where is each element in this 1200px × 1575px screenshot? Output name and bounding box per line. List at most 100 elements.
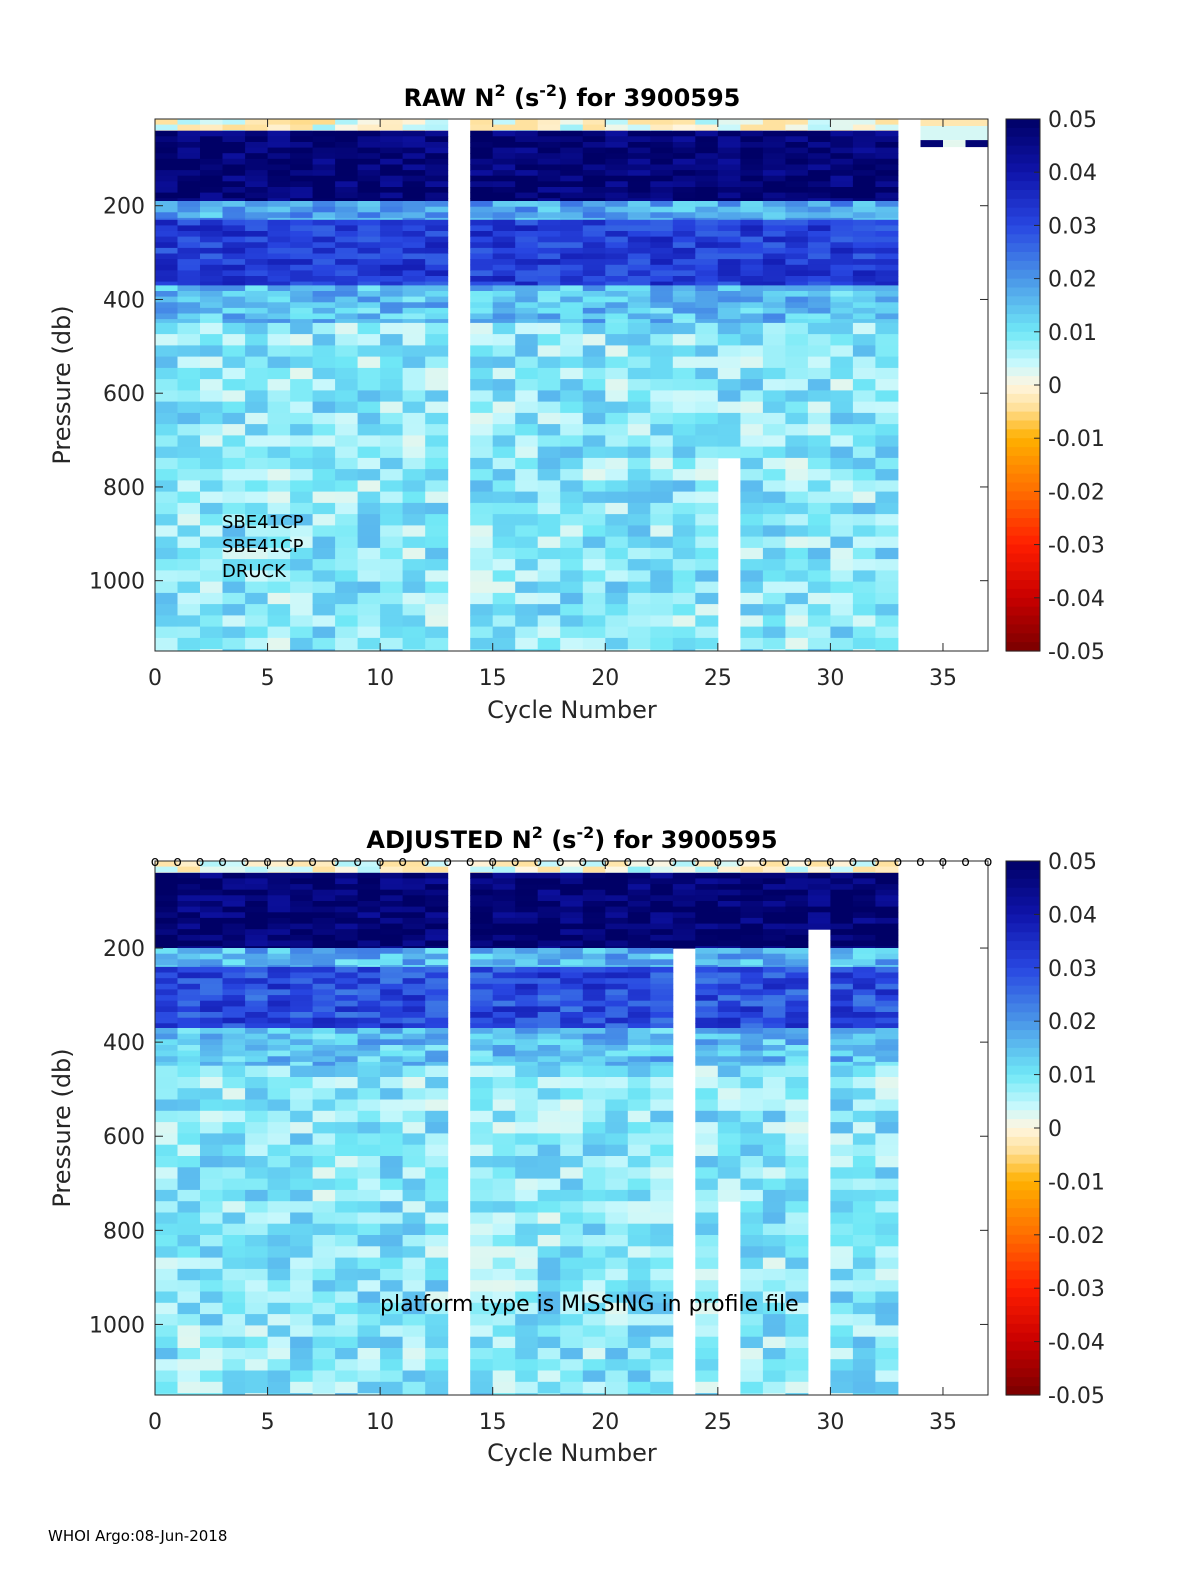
heatmap-cell	[605, 119, 629, 126]
heatmap-cell	[155, 225, 178, 232]
heatmap-cell	[560, 236, 584, 243]
heatmap-cell	[830, 435, 854, 448]
heatmap-cell	[312, 901, 336, 908]
heatmap-cell	[222, 559, 246, 571]
heatmap-cell	[312, 1000, 336, 1007]
heatmap-cell	[335, 1033, 359, 1040]
heatmap-cell	[380, 201, 404, 208]
heatmap-cell	[852, 972, 876, 979]
heatmap-cell	[740, 1348, 764, 1360]
heatmap-cell	[605, 1325, 629, 1338]
heatmap-cell	[245, 1088, 269, 1100]
heatmap-cell	[177, 953, 201, 960]
heatmap-cell	[785, 1359, 809, 1371]
heatmap-cell	[537, 424, 561, 436]
heatmap-cell	[267, 1065, 291, 1078]
heatmap-cell	[177, 491, 201, 504]
heatmap-cell	[357, 1325, 381, 1338]
heatmap-cell	[492, 866, 516, 873]
heatmap-cell	[200, 1257, 223, 1270]
colorbar-tick-label: -0.04	[1048, 587, 1105, 612]
heatmap-cell	[537, 401, 561, 414]
heatmap-cell	[492, 1223, 516, 1236]
heatmap-cell	[695, 989, 719, 996]
heatmap-cell	[290, 1336, 314, 1349]
heatmap-cell	[695, 884, 719, 891]
heatmap-cell	[155, 136, 178, 143]
heatmap-cell	[267, 1077, 291, 1089]
heatmap-cell	[672, 136, 696, 143]
heatmap-cell	[605, 946, 629, 949]
heatmap-cell	[627, 469, 651, 481]
heatmap-cell	[785, 1167, 809, 1180]
heatmap-cell	[200, 291, 223, 298]
heatmap-cell	[425, 247, 449, 254]
heatmap-cell	[605, 390, 629, 403]
colorbar-segment	[1006, 1332, 1040, 1343]
heatmap-cell	[830, 983, 854, 990]
heatmap-cell	[965, 119, 988, 126]
heatmap-cell	[335, 457, 359, 470]
heatmap-cell	[492, 1336, 516, 1349]
heatmap-cell	[312, 615, 336, 628]
heatmap-cell	[560, 1144, 584, 1157]
heatmap-cell	[425, 1178, 449, 1191]
heatmap-cell	[380, 313, 404, 320]
heatmap-cell	[515, 1056, 539, 1063]
heatmap-cell	[402, 1023, 426, 1029]
heatmap-cell	[402, 1050, 426, 1057]
colorbar-segment	[1006, 994, 1040, 1004]
heatmap-cell	[425, 906, 449, 913]
heatmap-cell	[245, 1099, 269, 1112]
heatmap-cell	[312, 424, 336, 436]
heatmap-cell	[785, 615, 809, 628]
heatmap-cell	[875, 175, 899, 182]
heatmap-cell	[200, 1099, 223, 1112]
heatmap-cell	[717, 934, 741, 941]
heatmap-cell	[312, 412, 336, 425]
heatmap-cell	[267, 231, 291, 238]
heatmap-cell	[605, 1257, 629, 1270]
heatmap-cell	[200, 923, 223, 930]
heatmap-cell	[222, 319, 246, 324]
heatmap-cell	[537, 901, 561, 908]
heatmap-cell	[290, 225, 314, 232]
heatmap-cell	[245, 334, 269, 346]
heatmap-cell	[582, 559, 606, 571]
heatmap-cell	[852, 424, 876, 436]
heatmap-cell	[155, 1045, 178, 1052]
y-tick-label: 200	[103, 937, 145, 962]
heatmap-cell	[335, 130, 359, 137]
heatmap-cell	[695, 525, 719, 538]
heatmap-cell	[335, 345, 359, 358]
heatmap-cell	[785, 1012, 809, 1019]
heatmap-cell	[852, 889, 876, 896]
heatmap-cell	[492, 1012, 516, 1019]
heatmap-cell	[672, 878, 696, 885]
heatmap-cell	[402, 1099, 426, 1112]
heatmap-cell	[290, 1325, 314, 1338]
heatmap-cell	[245, 866, 269, 873]
heatmap-cell	[380, 480, 404, 493]
heatmap-cell	[380, 276, 404, 283]
colorbar-segment	[1006, 571, 1040, 581]
heatmap-cell	[943, 126, 966, 141]
heatmap-cell	[582, 934, 606, 941]
heatmap-cell	[380, 345, 404, 358]
heatmap-cell	[605, 313, 629, 320]
heatmap-cell	[200, 514, 223, 526]
heatmap-cell	[425, 285, 449, 292]
heatmap-cell	[560, 866, 584, 873]
heatmap-cell	[177, 559, 201, 571]
heatmap-cell	[582, 1370, 606, 1383]
heatmap-cell	[875, 302, 899, 309]
heatmap-cell	[177, 187, 201, 194]
heatmap-cell	[515, 1268, 539, 1281]
heatmap-cell	[852, 592, 876, 605]
heatmap-cell	[290, 217, 314, 221]
heatmap-cell	[357, 313, 381, 320]
heatmap-cell	[267, 124, 291, 131]
heatmap-cell	[875, 1201, 899, 1213]
heatmap-cell	[740, 1268, 764, 1281]
heatmap-cell	[470, 1212, 494, 1225]
